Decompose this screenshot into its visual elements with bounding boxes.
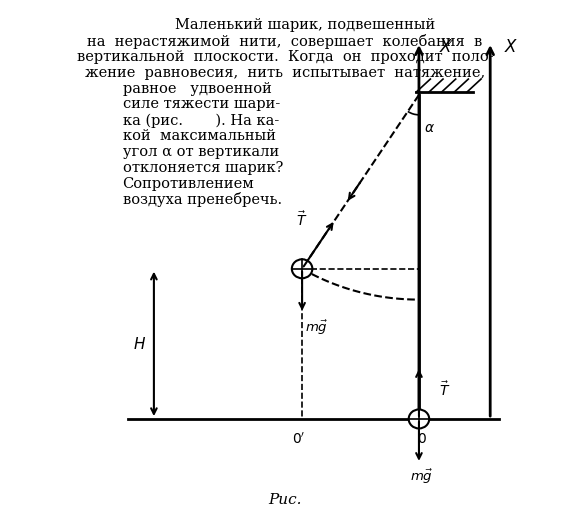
Text: $m\vec{g}$: $m\vec{g}$	[305, 319, 328, 337]
Text: $\alpha$: $\alpha$	[424, 121, 435, 134]
Text: на  нерастяжимой  нити,  совершает  колебания  в: на нерастяжимой нити, совершает колебани…	[87, 34, 483, 49]
Text: угол α от вертикали: угол α от вертикали	[123, 145, 279, 159]
Text: воздуха пренебречь.: воздуха пренебречь.	[123, 192, 282, 207]
Text: $\vec{T}$: $\vec{T}$	[439, 380, 450, 399]
Text: отклоняется шарик?: отклоняется шарик?	[123, 161, 283, 175]
Text: Сопротивлением: Сопротивлением	[123, 177, 254, 191]
Text: $0$: $0$	[417, 432, 427, 446]
Text: кой  максимальный: кой максимальный	[123, 129, 275, 143]
Circle shape	[292, 259, 312, 278]
Text: вертикальной  плоскости.  Когда  он  проходит  поло-: вертикальной плоскости. Когда он проходи…	[77, 50, 493, 64]
Circle shape	[409, 409, 429, 428]
Text: $X$: $X$	[504, 38, 519, 56]
Text: силе тяжести шари-: силе тяжести шари-	[123, 97, 280, 112]
Text: равное   удвоенной: равное удвоенной	[123, 82, 271, 96]
Text: жение  равновесия,  нить  испытывает  натяжение,: жение равновесия, нить испытывает натяже…	[85, 66, 485, 80]
Text: Рис.: Рис.	[268, 493, 302, 507]
Text: ка (рис.       ). На ка-: ка (рис. ). На ка-	[123, 113, 279, 128]
Text: $m\vec{g}$: $m\vec{g}$	[410, 468, 433, 486]
Text: Маленький шарик, подвешенный: Маленький шарик, подвешенный	[175, 18, 435, 33]
Text: $\vec{T}$: $\vec{T}$	[296, 211, 308, 229]
Text: $0'$: $0'$	[292, 432, 306, 447]
Text: $X$: $X$	[439, 38, 453, 56]
Text: $H$: $H$	[133, 336, 146, 352]
